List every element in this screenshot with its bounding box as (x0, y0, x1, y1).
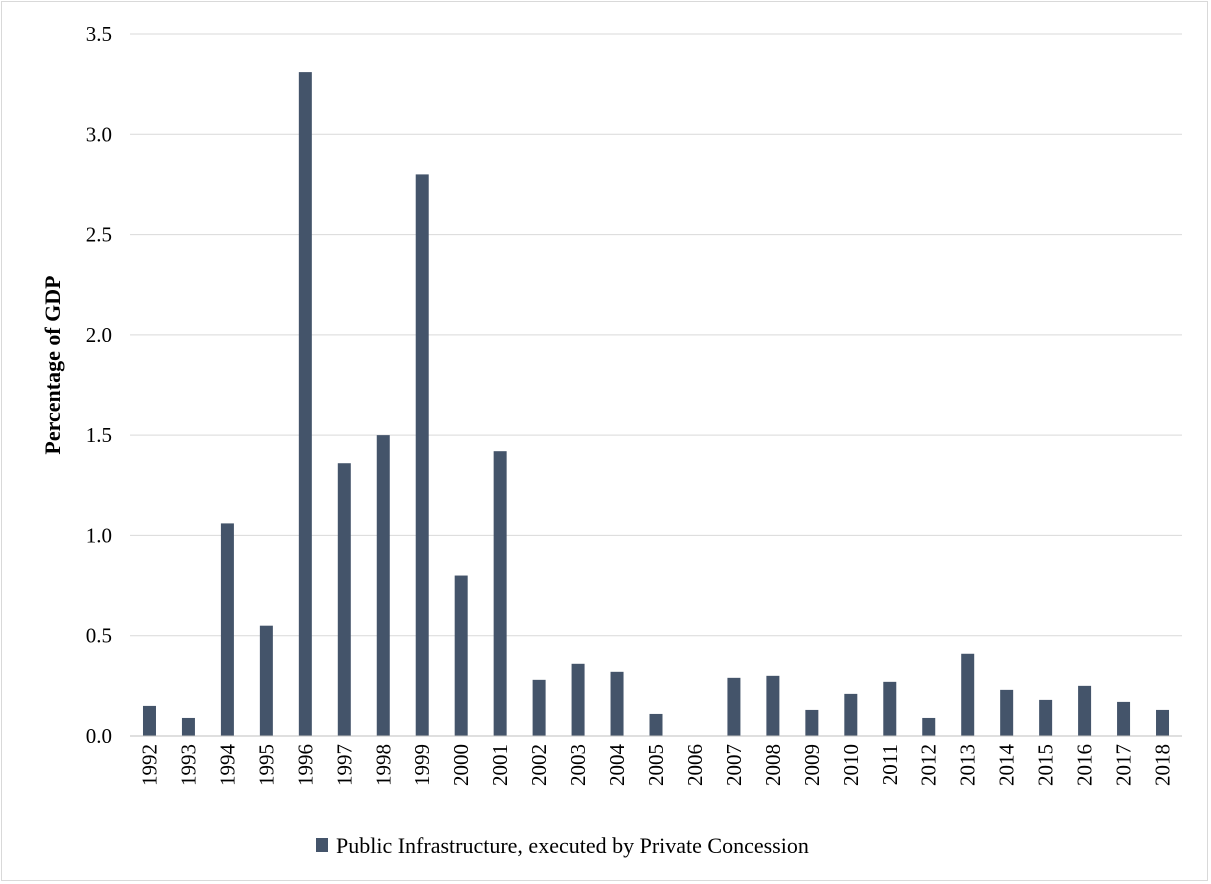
gridlines (130, 33, 1182, 637)
y-tick-label: 3.5 (86, 22, 112, 46)
x-tick-label: 1995 (254, 744, 278, 786)
bar-2018 (1156, 709, 1170, 736)
y-tick-label: 2.5 (86, 223, 112, 247)
bar-1995 (259, 625, 273, 736)
legend-label: Public Infrastructure, executed by Priva… (336, 833, 809, 858)
x-tick-label: 2014 (995, 744, 1019, 787)
x-tick-label: 2017 (1112, 744, 1136, 786)
x-tick-label: 2016 (1073, 744, 1097, 786)
bar-2003 (571, 663, 585, 736)
x-tick-label: 2005 (644, 744, 668, 786)
bar-2012 (922, 717, 936, 736)
bar-2014 (1000, 689, 1014, 736)
bar-1996 (298, 72, 312, 736)
x-tick-label: 2002 (527, 744, 551, 786)
legend-swatch (316, 838, 328, 852)
bar-1994 (220, 523, 234, 736)
x-tick-label: 2000 (449, 744, 473, 786)
x-tick-label: 2013 (956, 744, 980, 786)
bar-2000 (454, 575, 468, 736)
bar-2017 (1117, 701, 1131, 736)
x-tick-label: 1997 (332, 744, 356, 786)
x-tick-label: 2007 (722, 744, 746, 786)
y-tick-label: 1.0 (86, 523, 112, 547)
y-axis-title: Percentage of GDP (40, 275, 65, 454)
x-tick-label: 1994 (215, 744, 239, 787)
x-tick-label: 2004 (605, 744, 629, 787)
y-tick-label: 3.0 (86, 122, 112, 146)
x-tick-label: 2009 (800, 744, 824, 786)
x-tick-label: 1992 (137, 744, 161, 786)
bar-2015 (1039, 699, 1053, 736)
bar-2009 (805, 709, 819, 736)
bar-2002 (532, 679, 546, 736)
y-tick-label: 0.0 (86, 724, 112, 748)
bar-2005 (649, 713, 663, 736)
x-tick-label: 2010 (839, 744, 863, 786)
y-tick-label: 2.0 (86, 323, 112, 347)
y-tick-label: 1.5 (86, 423, 112, 447)
bar-2016 (1078, 685, 1092, 736)
x-tick-label: 1996 (293, 744, 317, 786)
bar-1993 (181, 717, 195, 736)
bar-1999 (415, 174, 429, 736)
x-axis-ticks: 1992 1993 1994 1995 1996 1997 1998 1999 2000 2001… (137, 744, 1174, 787)
bar-2010 (844, 693, 858, 736)
x-tick-label: 2015 (1034, 744, 1058, 786)
bar-2008 (766, 675, 780, 736)
x-tick-label: 2011 (878, 744, 902, 785)
x-tick-label: 1999 (410, 744, 434, 786)
x-tick-label: 2012 (917, 744, 941, 786)
bar-1997 (337, 463, 351, 736)
bar-2007 (727, 677, 741, 736)
y-axis-ticks: 0.0 0.5 1.0 1.5 2.0 2.5 3.0 3.5 (86, 22, 112, 748)
x-tick-label: 2003 (566, 744, 590, 786)
bar-2013 (961, 653, 975, 736)
legend: Public Infrastructure, executed by Priva… (316, 833, 809, 858)
x-tick-label: 2018 (1151, 744, 1175, 786)
bar-1992 (142, 705, 156, 736)
bar-2011 (883, 681, 897, 736)
x-tick-label: 2008 (761, 744, 785, 786)
bars (142, 72, 1170, 736)
x-tick-label: 2006 (683, 744, 707, 786)
x-tick-label: 1993 (176, 744, 200, 786)
y-tick-label: 0.5 (86, 624, 112, 648)
bar-2001 (493, 451, 507, 736)
x-tick-label: 1998 (371, 744, 395, 786)
bar-2004 (610, 671, 624, 736)
x-tick-label: 2001 (488, 744, 512, 786)
bar-1998 (376, 435, 390, 736)
